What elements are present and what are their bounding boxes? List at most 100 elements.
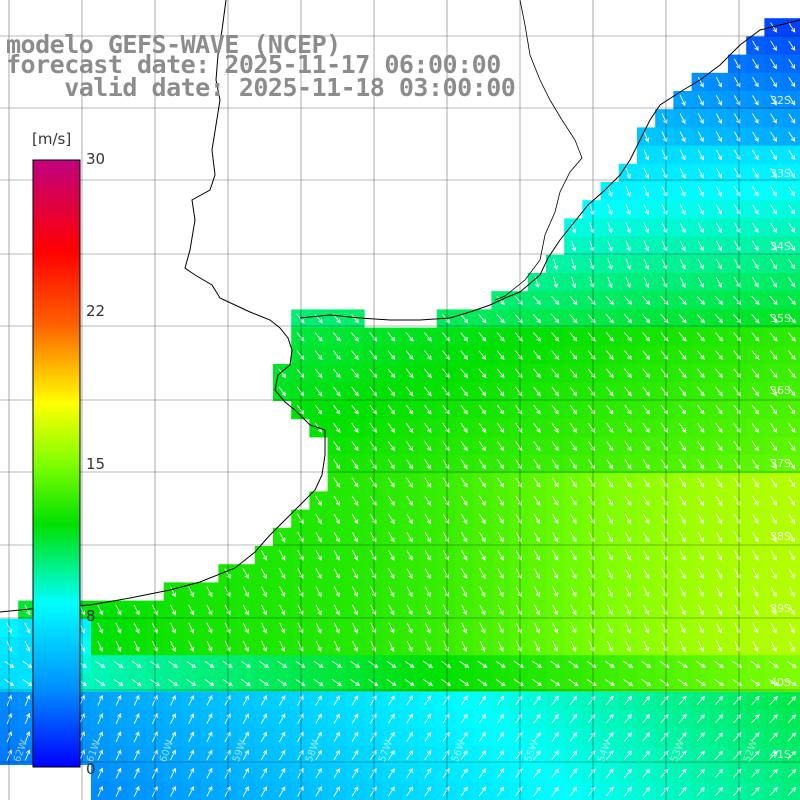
wind-arrow [660,386,669,397]
wind-arrow [678,404,687,415]
wind-arrow [242,586,249,598]
wind-arrow [788,168,796,179]
wind-arrow [532,295,542,306]
wind-arrow [351,749,359,761]
wind-arrow [405,368,414,379]
wind-arrow [496,422,505,433]
wind-arrow [242,731,249,743]
wind-arrow [587,314,596,324]
wind-arrow [697,622,704,634]
wind-arrow [424,640,431,652]
wind-arrow [587,295,596,306]
wind-arrow [242,786,249,797]
wind-arrow [133,713,140,725]
wind-arrow [242,568,249,579]
wind-arrow [714,314,724,324]
wind-arrow [188,785,195,797]
wind-arrow [297,604,304,616]
wind-arrow [642,314,651,324]
wind-cell [782,491,800,511]
wind-arrow [406,604,413,616]
wind-arrow [278,368,287,379]
wind-arrow [768,679,779,687]
wind-arrow [333,459,341,470]
wind-arrow [497,550,504,561]
wind-arrow [715,531,723,543]
wind-arrow [387,422,396,433]
wind-arrow [697,204,704,216]
wind-arrow [660,786,669,797]
wind-arrow [770,131,777,142]
wind-arrow [387,749,395,761]
wind-arrow [188,640,195,652]
wind-arrow [515,550,522,561]
wind-arrow [442,459,450,470]
wind-arrow [115,767,122,779]
wind-arrow [534,640,540,652]
wind-arrow [333,749,340,761]
wind-arrow [605,750,614,760]
wind-arrow [588,459,596,470]
wind-arrow [752,40,759,51]
wind-arrow [532,679,543,687]
wind-arrow [752,167,759,179]
wind-arrow [351,350,359,360]
wind-arrow [206,604,213,616]
wind-arrow [459,679,470,687]
wind-arrow [333,550,340,561]
wind-arrow [279,695,286,706]
wind-arrow [770,586,777,598]
wind-arrow [660,350,669,360]
wind-arrow [406,695,414,706]
wind-arrow [788,513,795,525]
wind-arrow [240,679,251,687]
wind-arrow [679,459,687,470]
wind-arrow [679,441,687,452]
wind-arrow [351,695,359,706]
wind-arrow [333,640,340,652]
wind-arrow [624,531,632,543]
wind-arrow [752,149,759,161]
wind-arrow [242,695,249,706]
wind-arrow [478,695,487,706]
wind-arrow [642,695,651,706]
wind-arrow [697,222,704,234]
wind-arrow [788,222,796,233]
wind-arrow [569,731,578,742]
wind-arrow [677,679,688,687]
wind-arrow [678,314,687,324]
wind-arrow [423,332,432,342]
wind-arrow [424,568,431,579]
wind-arrow [279,767,286,779]
colorbar-tick-22: 22 [86,302,106,320]
wind-arrow [369,513,377,525]
wind-arrow [515,459,523,470]
wind-arrow [569,422,578,433]
wind-arrow [787,314,796,324]
wind-arrow [206,749,213,761]
wind-arrow [715,568,722,579]
wind-arrow [604,679,615,687]
wind-arrow [351,459,359,470]
wind-cell [782,582,800,602]
wind-arrow [660,368,669,379]
wind-arrow [550,679,561,687]
wind-arrow [333,441,341,452]
wind-arrow [260,550,268,561]
wind-arrow [551,350,560,360]
wind-arrow [478,786,487,797]
wind-speed-cells [0,18,800,800]
wind-arrow [551,477,559,488]
wind-arrow [424,477,432,488]
wind-arrow [715,477,723,488]
wind-arrow [333,568,340,579]
wind-arrow [678,368,687,379]
wind-arrow [697,149,704,161]
title-forecast-date: forecast date: 2025-11-17 06:00:00 [6,50,501,79]
wind-arrow [277,660,288,668]
wind-arrow [386,660,397,668]
wind-cell [782,637,800,656]
wind-arrow [260,568,267,579]
wind-arrow [170,622,176,634]
